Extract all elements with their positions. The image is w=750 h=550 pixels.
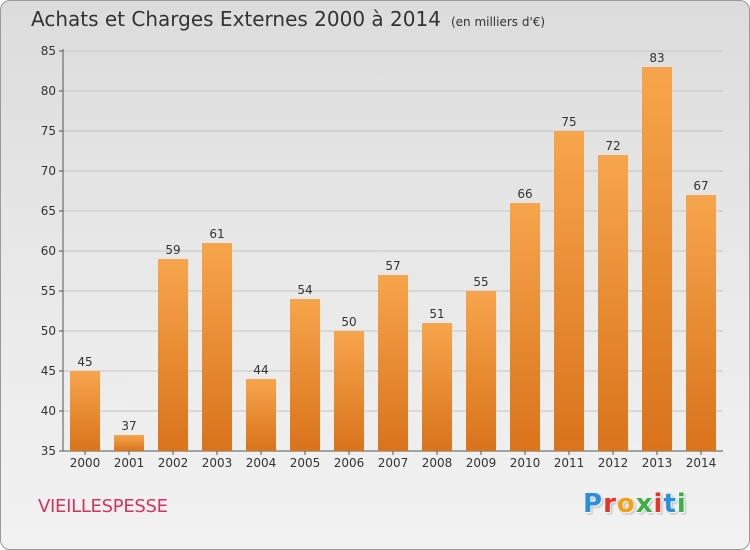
x-tick-label-2005: 2005	[290, 456, 321, 470]
bar-2003	[202, 243, 232, 451]
value-label-2003: 61	[209, 227, 224, 241]
y-tick-label: 55	[41, 284, 56, 298]
bar-2009	[466, 291, 496, 451]
bar-2010	[510, 203, 540, 451]
y-tick-label: 75	[41, 124, 56, 138]
value-label-2009: 55	[473, 275, 488, 289]
value-label-2011: 75	[561, 115, 576, 129]
x-tick-label-2002: 2002	[158, 456, 189, 470]
bar-2011	[554, 131, 584, 451]
x-tick-label-2007: 2007	[378, 456, 409, 470]
x-tick-label-2009: 2009	[466, 456, 497, 470]
x-tick-label-2008: 2008	[422, 456, 453, 470]
value-labels: 45 37 59 61 44 54 50 57 51 55 66 75 72 83 67	[77, 51, 708, 433]
value-label-2010: 66	[517, 187, 532, 201]
location-name: VIEILLESPESSE	[38, 496, 168, 517]
logo-letter: i	[676, 489, 687, 519]
x-tick-label-2004: 2004	[246, 456, 277, 470]
y-tick-label: 65	[41, 204, 56, 218]
logo-letter: r	[603, 489, 617, 519]
x-tick-label-2012: 2012	[598, 456, 629, 470]
x-tick-label-2000: 2000	[70, 456, 101, 470]
y-tick-label: 70	[41, 164, 56, 178]
bar-2001	[114, 435, 144, 451]
y-tick-label: 35	[41, 444, 56, 458]
logo-letter: i	[653, 489, 664, 519]
bar-2007	[378, 275, 408, 451]
chart-title: Achats et Charges Externes 2000 à 2014 (e…	[31, 7, 545, 31]
x-tick-label-2011: 2011	[554, 456, 585, 470]
bar-2006	[334, 331, 364, 451]
value-label-2007: 57	[385, 259, 400, 273]
bars	[70, 67, 716, 451]
value-label-2001: 37	[121, 419, 136, 433]
x-tick-label-2010: 2010	[510, 456, 541, 470]
bar-2000	[70, 371, 100, 451]
value-label-2014: 67	[693, 179, 708, 193]
bar-2012	[598, 155, 628, 451]
value-label-2002: 59	[165, 243, 180, 257]
chart-subtitle: (en milliers d'€)	[450, 15, 546, 29]
y-tick-label: 45	[41, 364, 56, 378]
y-tick-label: 50	[41, 324, 56, 338]
x-tick-label-2013: 2013	[642, 456, 673, 470]
bar-2013	[642, 67, 672, 451]
chart-title-text: Achats et Charges Externes 2000 à 2014	[31, 7, 441, 31]
x-tick-label-2001: 2001	[114, 456, 145, 470]
x-tick-label-2006: 2006	[334, 456, 365, 470]
bar-2002	[158, 259, 188, 451]
logo-letter: x	[635, 489, 654, 519]
bar-2005	[290, 299, 320, 451]
logo-letter: t	[663, 489, 677, 519]
logo-letter: P	[583, 489, 604, 519]
bar-2008	[422, 323, 452, 451]
y-tick-label: 85	[41, 44, 56, 58]
proxiti-logo: Proxiti	[583, 489, 687, 519]
x-tick-label-2014: 2014	[686, 456, 717, 470]
bar-2014	[686, 195, 716, 451]
value-label-2000: 45	[77, 355, 92, 369]
value-label-2008: 51	[429, 307, 444, 321]
value-label-2004: 44	[253, 363, 268, 377]
value-label-2012: 72	[605, 139, 620, 153]
y-tick-label: 40	[41, 404, 56, 418]
bar-2004	[246, 379, 276, 451]
y-tick-label: 60	[41, 244, 56, 258]
y-tick-label: 80	[41, 84, 56, 98]
x-tick-label-2003: 2003	[202, 456, 233, 470]
value-label-2006: 50	[341, 315, 356, 329]
value-label-2013: 83	[649, 51, 664, 65]
logo-letter: o	[616, 489, 636, 519]
value-label-2005: 54	[297, 283, 312, 297]
